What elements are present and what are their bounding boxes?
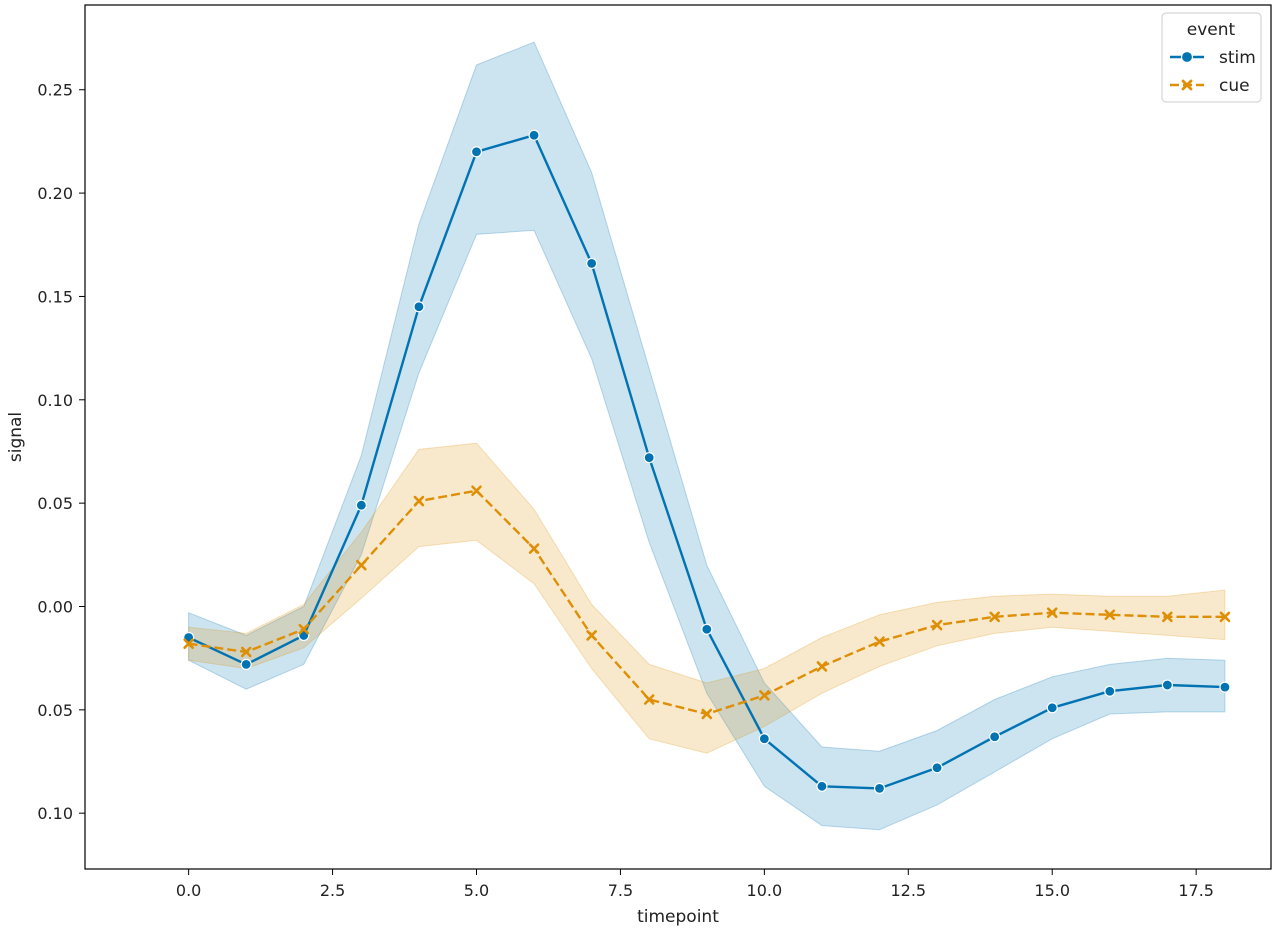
point-stim	[1046, 702, 1058, 714]
point-cue	[413, 495, 425, 507]
point-stim	[643, 452, 655, 464]
plot-frame	[84, 4, 1272, 870]
point-cue	[528, 543, 540, 554]
point-cue	[298, 623, 310, 635]
point-cue	[240, 646, 252, 658]
x-tick-label: 10.0	[747, 881, 783, 900]
legend: event stim cue	[1161, 12, 1262, 103]
legend-label-cue: cue	[1219, 76, 1250, 96]
ci-band-stim	[188, 41, 1226, 831]
x-tick-label: 7.5	[608, 881, 633, 900]
confidence-bands	[188, 41, 1226, 831]
point-stim	[758, 733, 770, 745]
point-stim	[931, 762, 943, 774]
y-tick-label: 0.05	[37, 701, 73, 720]
y-axis-label: signal	[6, 412, 26, 462]
x-tick-label: 15.0	[1034, 881, 1070, 900]
point-cue	[1219, 611, 1231, 623]
point-stim	[528, 129, 540, 141]
point-stim	[1219, 681, 1231, 693]
legend-items: stim cue	[1170, 48, 1256, 96]
point-cue	[356, 559, 367, 571]
point-cue	[183, 638, 194, 649]
ci-band-cue	[188, 442, 1226, 754]
y-tick-label: 0.25	[37, 81, 73, 100]
y-tick-label: 0.10	[37, 804, 73, 823]
point-cue	[816, 661, 828, 672]
legend-label-stim: stim	[1219, 48, 1256, 68]
point-stim	[989, 731, 1001, 743]
y-tick-label: 0.00	[37, 597, 73, 616]
point-stim	[413, 301, 425, 313]
point-cue	[643, 694, 655, 705]
point-stim	[701, 623, 713, 635]
y-tick-label: 0.10	[37, 391, 73, 410]
y-tick-label: 0.15	[37, 287, 73, 306]
point-cue	[586, 630, 597, 641]
y-axis-ticks: 0.25 0.20 0.15 0.10 0.05 0.00 0.05 0.10	[37, 81, 85, 823]
point-cue	[1104, 609, 1116, 621]
point-cue	[471, 485, 482, 497]
point-cue	[1162, 611, 1173, 623]
y-tick-label: 0.05	[37, 494, 73, 513]
x-tick-label: 2.5	[320, 881, 345, 900]
legend-box	[1161, 12, 1262, 103]
y-tick-label: 0.20	[37, 184, 73, 203]
point-cue	[1046, 607, 1058, 618]
point-stim	[1161, 679, 1173, 691]
point-stim	[240, 658, 252, 670]
point-stim	[355, 499, 367, 511]
legend-marker-stim	[1180, 50, 1194, 64]
series-markers	[183, 129, 1231, 794]
legend-marker-cue	[1181, 79, 1193, 91]
point-stim	[470, 146, 483, 158]
x-tick-label: 12.5	[890, 881, 926, 900]
x-axis-ticks: 0.0 2.5 5.0 7.5 10.0 12.5 15.0 17.5	[176, 869, 1214, 900]
x-tick-label: 17.5	[1178, 881, 1214, 900]
point-cue	[989, 611, 1000, 623]
point-stim	[873, 782, 886, 794]
point-cue	[759, 690, 770, 701]
x-tick-label: 0.0	[176, 881, 201, 900]
legend-title: event	[1187, 20, 1236, 40]
point-cue	[701, 708, 713, 720]
x-axis-label: timepoint	[637, 907, 719, 927]
point-cue	[874, 636, 885, 647]
point-stim	[816, 780, 828, 792]
point-cue	[931, 619, 943, 631]
point-stim	[586, 257, 598, 269]
point-stim	[1104, 685, 1116, 697]
x-tick-label: 5.0	[464, 881, 489, 900]
